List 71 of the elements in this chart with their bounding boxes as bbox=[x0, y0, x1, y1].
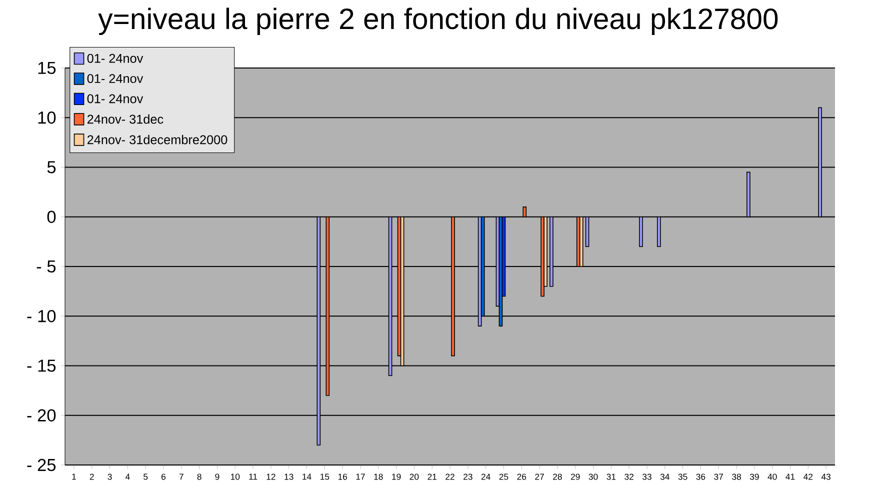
x-tick-label: 42 bbox=[804, 474, 813, 480]
x-tick-label: 15 bbox=[320, 474, 330, 480]
x-tick-label: 43 bbox=[821, 474, 830, 480]
x-tick-label: 2 bbox=[90, 474, 94, 480]
y-tick-label: - 20 bbox=[27, 409, 56, 422]
bar bbox=[451, 216, 455, 356]
x-tick-label: 10 bbox=[230, 474, 240, 480]
bar bbox=[400, 216, 404, 366]
x-tick-label: 25 bbox=[499, 474, 508, 480]
x-tick-label: 36 bbox=[696, 474, 706, 480]
y-tick-label: 5 bbox=[47, 161, 56, 174]
x-tick-label: 7 bbox=[179, 474, 184, 480]
y-tick-label: - 5 bbox=[36, 260, 56, 273]
y-tick-label: - 15 bbox=[27, 360, 56, 372]
x-tick-label: 35 bbox=[678, 474, 688, 480]
x-tick-label: 29 bbox=[570, 474, 580, 480]
x-tick-label: 41 bbox=[786, 474, 795, 480]
x-tick-label: 13 bbox=[284, 474, 294, 480]
x-tick-label: 33 bbox=[642, 474, 652, 480]
legend-label: 01- 24nov bbox=[87, 74, 144, 84]
x-tick-label: 21 bbox=[428, 474, 436, 480]
x-tick-label: 34 bbox=[660, 474, 670, 480]
legend-label: 01- 24nov bbox=[87, 94, 144, 104]
x-tick-label: 1 bbox=[72, 474, 76, 480]
y-tick-label: - 25 bbox=[27, 458, 56, 472]
x-tick-label: 6 bbox=[162, 474, 166, 480]
y-tick-label: - 10 bbox=[27, 310, 56, 322]
legend-label: 01- 24nov bbox=[87, 54, 144, 63]
y-tick-label: 0 bbox=[47, 210, 56, 223]
bar bbox=[522, 206, 527, 218]
bar bbox=[550, 216, 554, 287]
x-tick-label: 31 bbox=[606, 474, 616, 480]
legend-label: 24nov- 31decembre2000 bbox=[87, 134, 228, 144]
x-tick-label: 8 bbox=[197, 474, 202, 480]
x-tick-label: 40 bbox=[768, 474, 777, 480]
bar bbox=[316, 216, 321, 446]
y-tick-label: 10 bbox=[38, 111, 56, 124]
x-tick-label: 22 bbox=[446, 474, 454, 480]
bar bbox=[656, 216, 661, 248]
x-tick-label: 23 bbox=[464, 474, 472, 480]
x-tick-label: 37 bbox=[714, 474, 723, 480]
bar bbox=[326, 216, 330, 396]
chart-title: y=niveau la pierre 2 en fonction du niveau pk127800 bbox=[98, 8, 778, 36]
x-tick-label: 38 bbox=[732, 474, 741, 480]
x-tick-label: 30 bbox=[588, 474, 598, 480]
legend-label: 24nov- 31dec bbox=[87, 114, 164, 124]
x-tick-label: 39 bbox=[750, 474, 759, 480]
x-tick-label: 28 bbox=[553, 474, 562, 480]
x-tick-label: 11 bbox=[249, 474, 258, 480]
bar bbox=[388, 216, 392, 376]
x-tick-label: 19 bbox=[392, 474, 401, 480]
x-tick-label: 3 bbox=[108, 474, 112, 480]
x-tick-label: 5 bbox=[144, 474, 148, 480]
bar bbox=[818, 107, 822, 218]
x-tick-label: 4 bbox=[125, 474, 130, 480]
x-tick-label: 32 bbox=[624, 474, 634, 480]
x-tick-label: 9 bbox=[215, 474, 220, 480]
bar bbox=[579, 216, 584, 267]
x-tick-label: 27 bbox=[535, 474, 544, 480]
x-tick-label: 18 bbox=[374, 474, 383, 480]
bar bbox=[585, 216, 590, 248]
x-tick-label: 17 bbox=[356, 474, 365, 480]
x-tick-label: 24 bbox=[481, 474, 490, 480]
y-tick-label: 15 bbox=[38, 62, 56, 74]
x-tick-label: 14 bbox=[302, 474, 312, 480]
bar bbox=[639, 216, 643, 248]
x-tick-label: 12 bbox=[266, 474, 276, 480]
bar bbox=[746, 172, 750, 218]
x-tick-label: 20 bbox=[410, 474, 419, 480]
x-tick-label: 26 bbox=[517, 474, 526, 480]
x-tick-label: 16 bbox=[338, 474, 347, 480]
